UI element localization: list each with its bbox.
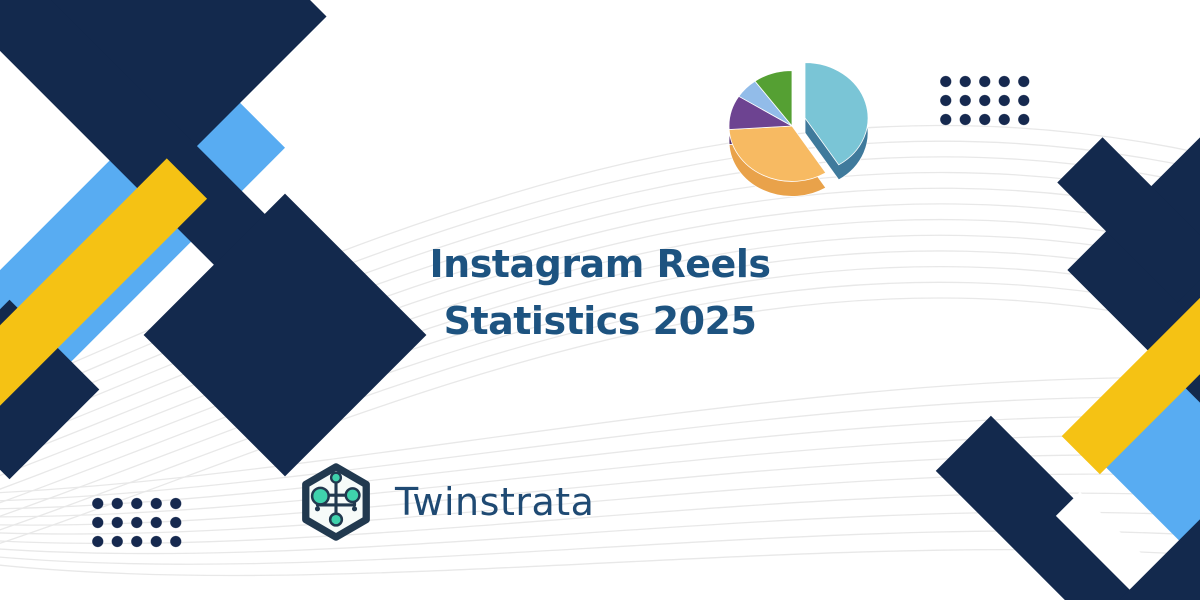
mesh-curve bbox=[0, 376, 1200, 494]
mesh-curve bbox=[0, 203, 1200, 463]
pie-slice-green bbox=[754, 70, 793, 128]
mesh-curve bbox=[0, 234, 1200, 490]
mesh-curve bbox=[0, 396, 1200, 502]
banner-title: Instagram Reels Statistics 2025 bbox=[0, 236, 1200, 350]
brand-name: Twinstrata bbox=[395, 480, 595, 524]
mesh-curve bbox=[0, 250, 1200, 504]
mesh-curve bbox=[0, 266, 1200, 517]
banner-title-line2: Statistics 2025 bbox=[443, 299, 757, 343]
dot-grid-top-right bbox=[936, 72, 1032, 127]
mesh-curve bbox=[0, 124, 1200, 395]
banner-title-line1: Instagram Reels bbox=[429, 242, 771, 286]
hexagon-network-icon bbox=[302, 463, 370, 541]
pie-slice-teal bbox=[804, 62, 869, 166]
mesh-curve bbox=[0, 172, 1200, 436]
mesh-curve bbox=[0, 219, 1200, 477]
brand-lockup: Twinstrata bbox=[297, 462, 594, 542]
pie-slice-orange bbox=[728, 125, 827, 182]
mesh-curve bbox=[0, 281, 1200, 531]
pie-chart-illustration bbox=[728, 62, 869, 197]
mesh-curve bbox=[0, 187, 1200, 450]
dot-grid-bottom-left bbox=[88, 494, 184, 549]
mesh-curve bbox=[0, 140, 1200, 409]
mesh-curve bbox=[0, 156, 1200, 423]
